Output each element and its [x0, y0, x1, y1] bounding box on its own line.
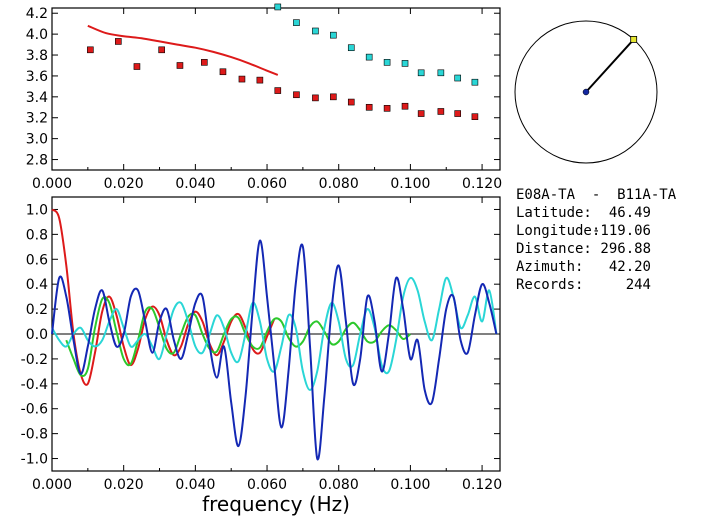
- top-series-0-point: [201, 59, 208, 66]
- top-series-0-point: [330, 93, 337, 101]
- top-series-1-point: [383, 59, 391, 66]
- top-series-0-point: [417, 110, 425, 117]
- top-series-1-point: [417, 69, 425, 77]
- top-series-0-point: [437, 108, 445, 115]
- bottom-y-tick-label: 0.6: [26, 252, 48, 268]
- bottom-series-1-line: [65, 296, 412, 377]
- compass-center-dot: [582, 88, 590, 96]
- top-x-tick-label: 0.020: [104, 176, 144, 192]
- bottom-y-tick-label: -0.8: [21, 427, 48, 443]
- top-series-0-point: [133, 63, 141, 70]
- top-series-0-point: [454, 110, 462, 117]
- bottom-y-tick-label: -0.4: [21, 377, 48, 393]
- info-label-latitude: Latitude:: [516, 205, 592, 221]
- top-y-tick-label: 3.0: [26, 132, 48, 148]
- top-series-0-point: [238, 75, 246, 83]
- bottom-x-tick-label: 0.000: [32, 477, 72, 493]
- bottom-y-tick-label: -0.6: [21, 402, 48, 418]
- bottom-y-tick-label: 0.4: [26, 277, 48, 293]
- top-y-tick-label: 3.6: [26, 69, 48, 85]
- top-series-0-point: [176, 62, 184, 69]
- top-series-0-point: [347, 98, 355, 106]
- top-series-0-point: [365, 103, 373, 111]
- bottom-y-tick-label: 0.0: [26, 327, 48, 343]
- top-series-0-point: [471, 113, 479, 120]
- bottom-x-tick-label: 0.020: [104, 477, 144, 493]
- info-label-longitude: Longitude:: [516, 223, 600, 239]
- top-y-tick-label: 3.2: [26, 111, 48, 127]
- bottom-x-tick-label: 0.100: [390, 477, 430, 493]
- top-series-1-point: [312, 27, 319, 35]
- top-series-1-point: [274, 3, 282, 11]
- top-y-tick-label: 2.8: [26, 153, 48, 169]
- top-x-tick-label: 0.000: [32, 176, 72, 192]
- top-series-0-point: [401, 102, 409, 110]
- top-series-0-point: [158, 46, 165, 54]
- top-series-1-point: [401, 60, 409, 67]
- top-series-1-point: [293, 19, 300, 26]
- bottom-y-tick-label: 1.0: [26, 202, 48, 218]
- info-label-records: Records:: [516, 277, 583, 293]
- top-x-tick-label: 0.100: [390, 176, 430, 192]
- station-info-panel: E08A-TA - B11A-TA Latitude: 46.49 Longit…: [516, 187, 677, 293]
- info-value-latitude: 46.49: [609, 205, 651, 221]
- compass-circle: [514, 20, 658, 164]
- top-series-1-point: [454, 74, 462, 82]
- info-value-records: 244: [626, 277, 651, 293]
- top-y-tick-label: 4.2: [26, 6, 48, 22]
- top-y-tick-label: 3.8: [26, 48, 48, 64]
- top-series-0-point: [312, 94, 319, 102]
- top-x-tick-label: 0.040: [175, 176, 215, 192]
- azimuth-line: [585, 38, 635, 93]
- info-value-longitude: -119.06: [592, 223, 651, 239]
- info-value-azimuth: 42.20: [609, 259, 651, 275]
- top-series-0-point: [219, 68, 227, 76]
- top-series-0-point: [274, 87, 282, 94]
- bottom-y-tick-label: -0.2: [21, 352, 48, 368]
- bottom-series-0-line: [51, 208, 276, 386]
- top-series-0-point: [293, 91, 300, 99]
- info-value-distance: 296.88: [600, 241, 651, 257]
- dispersion-plot: 0.000 0.020 0.040 0.060 0.080 0.100 0.120 2.8 3.…: [26, 3, 502, 192]
- top-series-2-line: [87, 24, 279, 76]
- top-series-1-point: [365, 53, 373, 61]
- bottom-x-tick-label: 0.080: [319, 477, 359, 493]
- bottom-x-tick-label: 0.060: [247, 477, 287, 493]
- top-x-tick-label: 0.120: [462, 176, 502, 192]
- bottom-y-tick-label: -1.0: [21, 452, 48, 468]
- top-series-1-point: [471, 78, 479, 86]
- bottom-x-tick-label: 0.120: [462, 477, 502, 493]
- top-x-tick-label: 0.080: [319, 176, 359, 192]
- info-label-distance: Distance:: [516, 241, 592, 257]
- top-x-tick-label: 0.060: [247, 176, 287, 192]
- azimuth-compass: [514, 20, 658, 164]
- top-y-tick-label: 4.0: [26, 27, 48, 43]
- top-series-1-point: [437, 69, 445, 77]
- top-series-0-point: [87, 46, 94, 54]
- top-y-tick-label: 3.4: [26, 90, 48, 106]
- top-series-1-point: [330, 31, 337, 39]
- top-series-0-point: [115, 38, 122, 45]
- top-series-1-point: [347, 44, 355, 52]
- bottom-y-tick-label: 0.8: [26, 227, 48, 243]
- bottom-x-tick-label: 0.040: [175, 477, 215, 493]
- station-pair-label: E08A-TA - B11A-TA: [516, 187, 677, 203]
- azimuth-tip-marker: [630, 36, 638, 43]
- top-series-0-point: [256, 76, 264, 84]
- bottom-series-3-line: [51, 239, 498, 461]
- bottom-x-axis-label: frequency (Hz): [202, 492, 350, 516]
- info-label-azimuth: Azimuth:: [516, 259, 583, 275]
- top-series-0-point: [383, 105, 391, 112]
- coherency-plot: 0.000 0.020 0.040 0.060 0.080 0.100 0.120 1.0 0.…: [21, 196, 502, 516]
- bottom-y-tick-label: 0.2: [26, 302, 48, 318]
